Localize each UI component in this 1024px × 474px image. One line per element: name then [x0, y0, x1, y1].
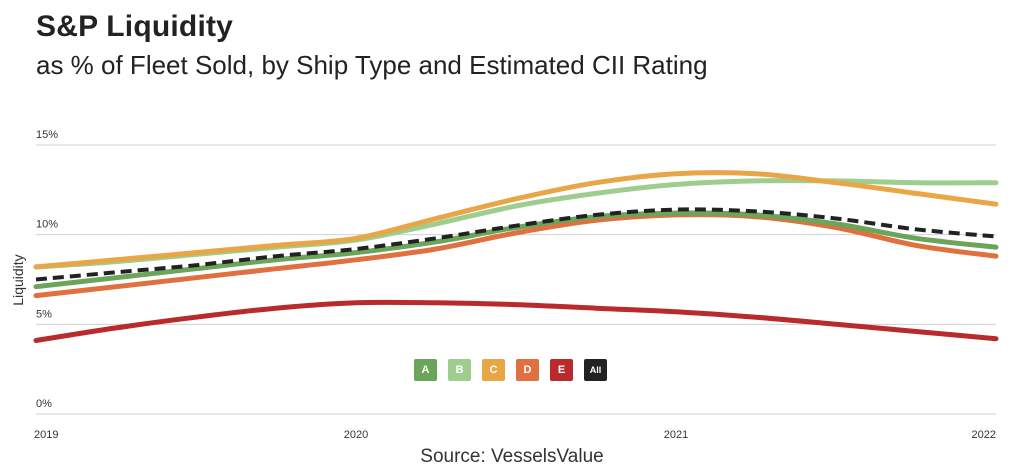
series-line-e: [33, 299, 999, 343]
y-axis-label: Liquidity: [10, 254, 26, 305]
series-line-all: [35, 207, 997, 282]
x-tick-label: 2019: [34, 429, 58, 441]
x-tick-label: 2021: [664, 429, 688, 441]
legend: A B C D E All: [414, 359, 607, 381]
legend-item-a: A: [414, 359, 437, 381]
y-tick-label: 10%: [36, 219, 58, 231]
legend-item-e: E: [550, 359, 573, 381]
legend-item-b: B: [448, 359, 471, 381]
source-note: Source: VesselsValue: [420, 446, 604, 467]
chart-title: S&P Liquidity: [36, 10, 234, 43]
series-line-c: [33, 170, 999, 270]
y-tick-label: 15%: [36, 129, 58, 141]
legend-item-c: C: [482, 359, 505, 381]
series-line-d: [33, 212, 999, 299]
y-tick-label: 0%: [36, 398, 52, 410]
x-tick-labels: 2019 2020 2021 2022: [34, 429, 996, 441]
y-tick-labels: 0% 5% 10% 15%: [36, 129, 58, 410]
legend-item-all: All: [584, 359, 607, 381]
chart-subtitle: as % of Fleet Sold, by Ship Type and Est…: [36, 50, 708, 80]
y-tick-label: 5%: [36, 308, 52, 320]
series-lines: [33, 170, 999, 343]
x-tick-label: 2020: [344, 429, 368, 441]
legend-item-d: D: [516, 359, 539, 381]
x-tick-label: 2022: [972, 429, 996, 441]
